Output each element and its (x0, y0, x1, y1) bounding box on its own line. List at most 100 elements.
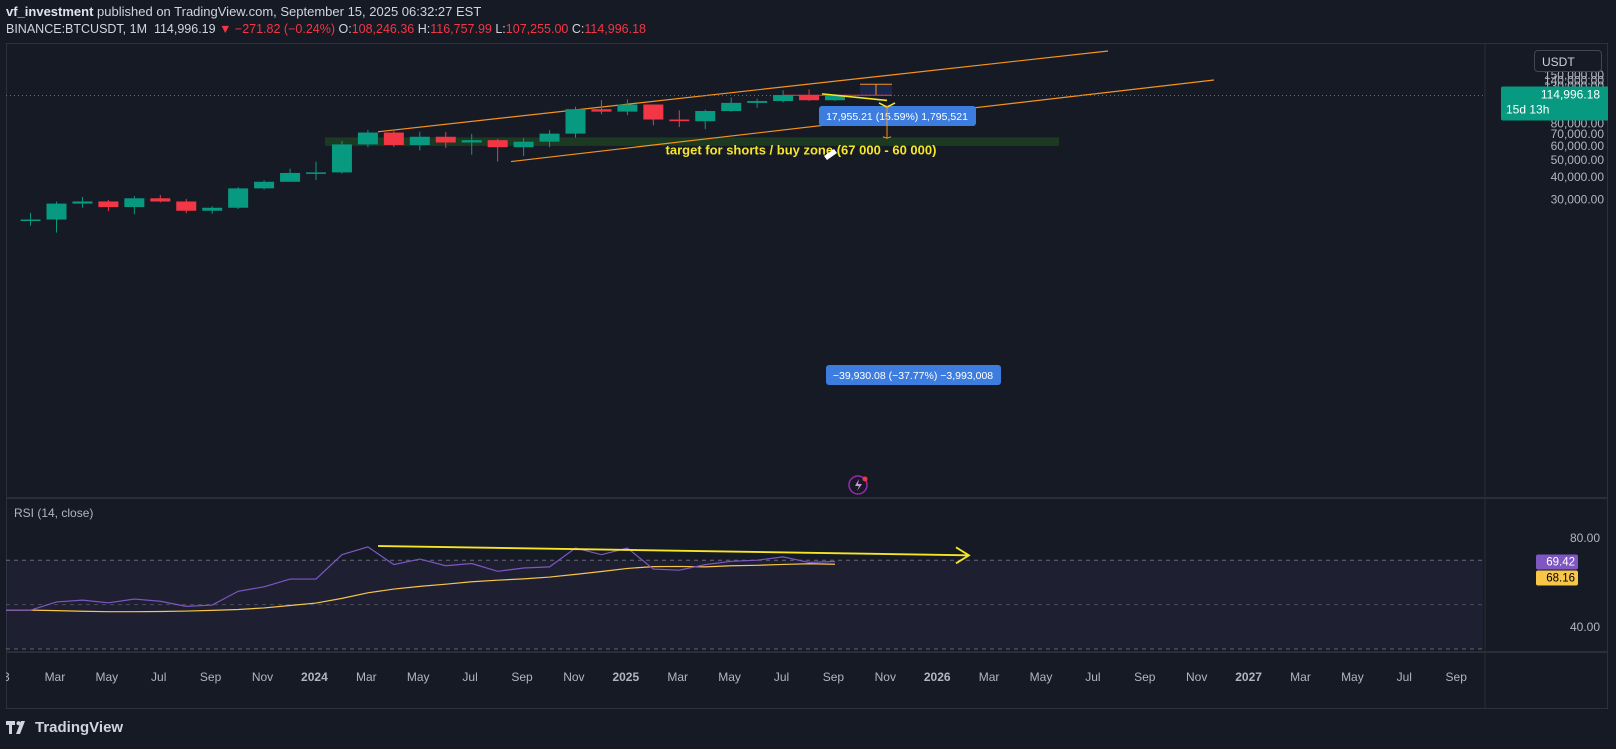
candle-body (565, 109, 586, 134)
publish-info: vf_investment published on TradingView.c… (6, 4, 481, 19)
candle (643, 104, 664, 126)
measure-down-label (826, 365, 1001, 385)
rsi-value-badge-text: 69.42 (1546, 556, 1575, 568)
measure-up-label-text: 17,955.21 (15.59%) 1,795,521 (826, 111, 968, 123)
candle (202, 206, 223, 214)
candle-body (331, 144, 352, 173)
time-tick-label: Jul (1085, 670, 1100, 684)
rsi-trend-arrow-shaft (377, 545, 969, 557)
time-tick-label: 23 (6, 670, 10, 684)
measure-up-label (819, 106, 976, 126)
author-name[interactable]: vf_investment (6, 4, 94, 19)
price-tick-label: 140,000.00 (1544, 73, 1604, 87)
candle-body (591, 109, 612, 112)
time-tick-label: May (407, 670, 430, 684)
candle (150, 194, 171, 203)
price-chart[interactable]: 30,000.00 40,000.00 50,000.0060,000.0070,0… (6, 43, 1608, 709)
candle (539, 130, 560, 148)
countdown-badge-text: 15d 13h (1506, 103, 1549, 117)
candle (383, 130, 404, 147)
candle (176, 198, 197, 214)
candle (773, 90, 794, 103)
time-tick-label: Mar (979, 670, 1000, 684)
candle-body (747, 101, 768, 103)
time-tick-label: Mar (667, 670, 688, 684)
candle-body (487, 140, 508, 148)
candle (721, 97, 742, 112)
close-label: C: (571, 22, 585, 36)
candle-body (124, 198, 145, 208)
candle-body (306, 172, 326, 174)
lightning-alert-dot (862, 476, 868, 482)
pencil-drawing-icon (824, 149, 837, 160)
candle (409, 131, 430, 151)
candle (617, 99, 638, 116)
projection-arrow-shaft (821, 93, 888, 102)
candle (20, 212, 41, 226)
time-tick-label: Mar (356, 670, 377, 684)
chart-background (6, 43, 1608, 709)
rsi-line (6, 546, 836, 611)
symbol-label[interactable]: BINANCE:BTCUSDT, 1M (6, 22, 147, 36)
candle (695, 109, 716, 130)
time-tick-label: May (718, 670, 741, 684)
candle-body (825, 95, 845, 101)
price-change: ▼ −271.82 (−0.24%) (219, 22, 335, 36)
time-tick-label: Mar (1290, 670, 1311, 684)
lightning-alert-circle (848, 475, 868, 495)
candle (228, 187, 249, 209)
time-tick-label: 2027 (1235, 670, 1262, 684)
candle (461, 133, 482, 155)
candle-body (202, 207, 223, 211)
time-tick-label: Jul (462, 670, 477, 684)
candle (435, 131, 456, 148)
candle-body (617, 104, 638, 112)
candle (357, 129, 378, 148)
rsi-ma-badge-bg (1536, 570, 1578, 586)
time-tick-label: Jul (774, 670, 789, 684)
last-price-badge-bg (1501, 86, 1608, 121)
candle (254, 180, 275, 190)
last-price-badge-text: 114,996.18 (1541, 88, 1600, 102)
time-tick-label: Nov (1186, 670, 1207, 684)
time-tick-label: Nov (563, 670, 584, 684)
tradingview-brand: TradingView (6, 719, 123, 736)
candle-body (280, 172, 301, 182)
price-tick-label: 50,000.00 (1551, 153, 1605, 167)
publish-date: published on TradingView.com, September … (97, 4, 482, 19)
price-tick-label: 40,000.00 (1551, 170, 1605, 184)
candle (591, 100, 612, 115)
rsi-title: RSI (14, close) (14, 506, 93, 520)
measure-down-label-bg (826, 365, 1001, 385)
measure-up-label-bg (819, 106, 976, 126)
candle-body (461, 140, 482, 143)
last-price: 114,996.19 (153, 22, 216, 36)
candle-body (669, 119, 690, 122)
currency-button[interactable]: USDT (1534, 50, 1602, 72)
price-tick-label: 70,000.00 (1551, 127, 1605, 141)
candle (98, 200, 119, 212)
high-label: H: (417, 22, 431, 36)
open-label: O: (338, 22, 352, 36)
high-value: 116,757.99 (430, 22, 492, 36)
candle-body (383, 132, 404, 146)
buy-zone-label: target for shorts / buy zone (67 000 - 6… (666, 142, 937, 157)
time-tick-label: May (1341, 670, 1364, 684)
candle-body (254, 181, 275, 189)
open-value: 108,246.36 (351, 22, 415, 36)
candle-body (357, 132, 378, 145)
rsi-ma-badge-text: 68.16 (1546, 572, 1575, 584)
buy-zone-rectangle (325, 137, 1059, 146)
rsi-tick-label: 80.00 (1570, 531, 1600, 545)
channel-upper-line (377, 50, 1109, 133)
candle-body (98, 201, 119, 208)
time-tick-label: Mar (45, 670, 66, 684)
candle-body (72, 201, 93, 204)
low-label: L: (495, 22, 506, 36)
candle-body (721, 102, 742, 112)
candle (565, 106, 586, 138)
candle-body (150, 198, 171, 202)
chart-frame[interactable]: 30,000.00 40,000.00 50,000.00 60,000.00 70,0… (6, 43, 1608, 709)
candle-body (513, 141, 534, 148)
time-tick-label: Nov (875, 670, 896, 684)
